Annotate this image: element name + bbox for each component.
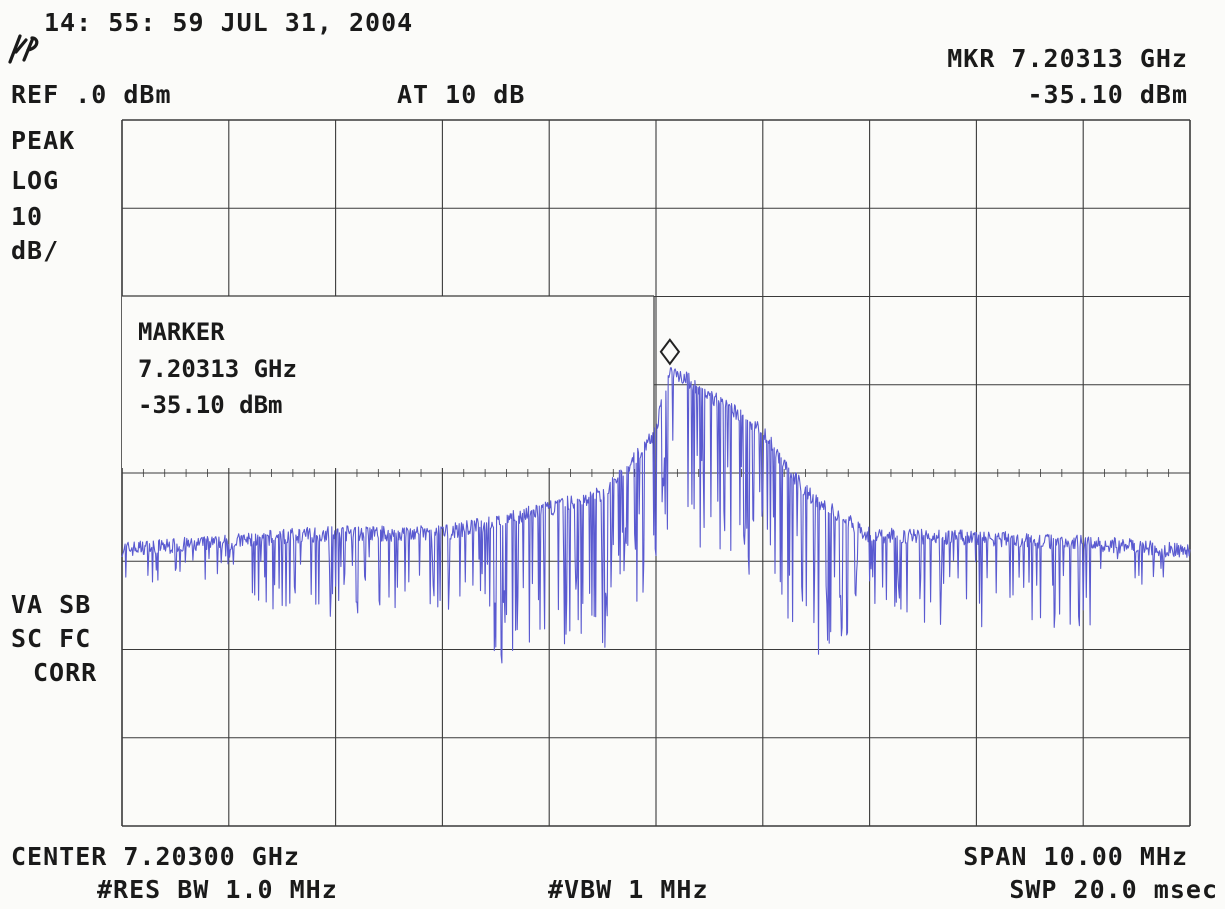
scale-value: 10 [11, 202, 44, 231]
marker-frequency-readout: MKR 7.20313 GHz [947, 44, 1188, 73]
detector-mode: PEAK [11, 126, 76, 155]
spectrum-trace-group [121, 367, 1191, 664]
marker-info-box [122, 296, 654, 468]
graticule-grid [121, 119, 1191, 827]
status-flag-corr: CORR [33, 658, 98, 687]
timestamp: 14: 55: 59 JUL 31, 2004 [44, 8, 414, 37]
center-frequency: CENTER 7.20300 GHz [11, 842, 300, 871]
frequency-span: SPAN 10.00 MHz [963, 842, 1188, 871]
spectrum-trace [121, 367, 1191, 664]
scale-unit: dB/ [11, 236, 60, 265]
marker-diamond-icon [659, 338, 681, 366]
scale-type: LOG [11, 166, 60, 195]
marker-box-amplitude: -35.10 dBm [138, 391, 283, 419]
hand-annotation: ~~~~~ [812, 0, 1012, 10]
hp-logo-icon [8, 34, 39, 64]
resolution-bandwidth: #RES BW 1.0 MHz [97, 875, 338, 904]
status-flag-sc-fc: SC FC [11, 624, 92, 653]
reference-level: REF .0 dBm [11, 80, 172, 109]
marker-group [659, 338, 681, 366]
marker-box-title: MARKER [138, 318, 225, 346]
video-bandwidth: #VBW 1 MHz [548, 875, 709, 904]
sweep-time: SWP 20.0 msec [1009, 875, 1218, 904]
attenuation: AT 10 dB [397, 80, 526, 109]
status-flag-va-sb: VA SB [11, 590, 92, 619]
marker-box-frequency: 7.20313 GHz [138, 355, 297, 383]
marker-amplitude-readout: -35.10 dBm [1027, 80, 1188, 109]
